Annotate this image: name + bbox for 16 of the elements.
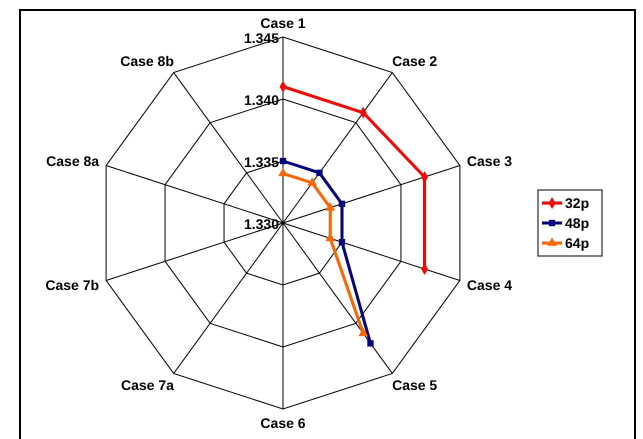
y-tick-label: 1.335 xyxy=(244,154,280,170)
y-tick-label: 1.340 xyxy=(244,92,280,108)
legend-label: 32p xyxy=(565,195,590,211)
legend-label: 48p xyxy=(565,215,590,231)
spoke-label: Case 4 xyxy=(466,276,512,293)
spoke-label: Case 8b xyxy=(120,53,174,70)
spoke-label: Case 7a xyxy=(120,376,174,393)
spoke-label: Case 2 xyxy=(392,53,438,70)
spoke-label: Case 7b xyxy=(45,276,100,293)
spoke-label: Case 5 xyxy=(392,376,438,393)
spoke-label: Case 1 xyxy=(260,15,306,31)
legend-label: 64p xyxy=(565,235,590,251)
spoke-label: Case 6 xyxy=(260,415,306,431)
spoke-label: Case 8a xyxy=(46,153,100,170)
y-tick-label: 1.345 xyxy=(244,30,280,46)
spoke-label: Case 3 xyxy=(466,153,512,170)
